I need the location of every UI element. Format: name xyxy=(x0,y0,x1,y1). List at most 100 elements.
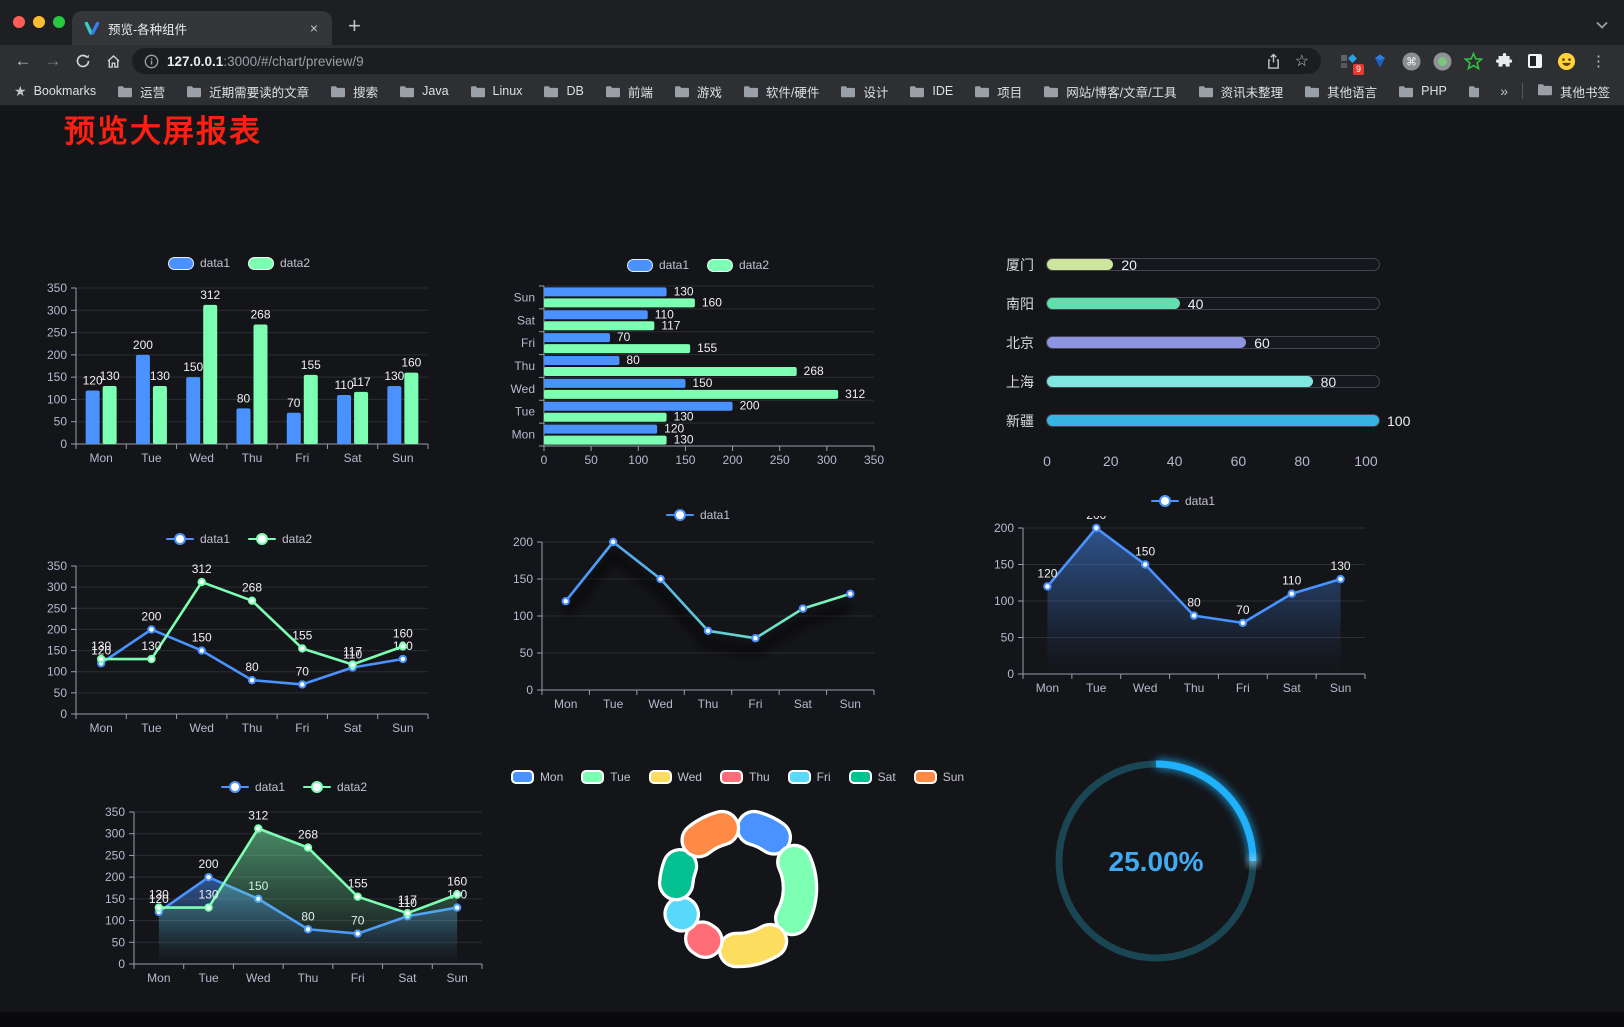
legend-item[interactable]: data1 xyxy=(165,532,230,546)
chart-horizontal-bar: data1 data2 0 50 100 150 200 250 300 350 Mon Tue Wed… xyxy=(498,256,898,472)
legend-label: Wed xyxy=(677,770,702,784)
folder-icon xyxy=(674,85,690,98)
svg-text:110: 110 xyxy=(398,896,417,910)
extension-contrast-icon[interactable] xyxy=(1525,51,1545,71)
progress-label: 厦门 xyxy=(1006,256,1034,273)
bookmark-folder[interactable]: PHP xyxy=(1398,82,1447,101)
svg-text:Sat: Sat xyxy=(517,313,536,327)
progress-track: 40 xyxy=(1046,296,1380,312)
svg-text:150: 150 xyxy=(47,644,67,658)
legend-item[interactable]: data2 xyxy=(248,532,312,546)
bookmark-folder[interactable]: 运营 xyxy=(117,82,165,101)
chart-progress-bars: 厦门 20 南阳 40 北京 60 上海 80 新疆 100 0 20 40 60 80 100 xyxy=(988,256,1410,498)
reload-button[interactable] xyxy=(68,48,98,74)
extension-command-icon[interactable]: ⌘ xyxy=(1401,51,1421,71)
tab-search-chevron-icon[interactable] xyxy=(1596,16,1608,34)
bookmark-folder-label: IDE xyxy=(932,84,954,98)
folder-icon xyxy=(186,85,202,98)
forward-button[interactable]: → xyxy=(44,51,62,70)
svg-text:Tue: Tue xyxy=(141,451,162,465)
bookmark-folder[interactable]: Java xyxy=(399,82,449,101)
legend-item[interactable]: data2 xyxy=(303,780,367,794)
legend-item[interactable]: data2 xyxy=(248,256,310,270)
bookmarks-overflow-chevron[interactable]: » xyxy=(1500,83,1508,99)
legend-swatch-icon xyxy=(719,770,743,784)
back-button[interactable]: ← xyxy=(14,51,32,70)
legend-item[interactable]: data1 xyxy=(167,256,230,270)
legend-item[interactable]: data1 xyxy=(220,780,285,794)
window-zoom-button[interactable] xyxy=(53,16,65,28)
legend-item[interactable]: Thu xyxy=(719,770,770,784)
legend-label: Sun xyxy=(942,770,965,784)
svg-text:0: 0 xyxy=(118,957,125,971)
bookmark-folder[interactable]: 软件/硬件 xyxy=(743,82,819,101)
legend-item[interactable]: data1 xyxy=(665,508,730,522)
svg-text:80: 80 xyxy=(626,353,640,367)
bookmarks-root[interactable]: ★ Bookmarks xyxy=(14,83,96,100)
extension-grid-badge-icon[interactable]: 9 xyxy=(1339,51,1364,75)
extension-dot-circle-icon[interactable] xyxy=(1432,51,1452,71)
bookmark-folder[interactable]: Linux xyxy=(470,82,522,101)
svg-text:150: 150 xyxy=(192,631,212,645)
legend-item[interactable]: data1 xyxy=(626,258,689,272)
svg-text:Mon: Mon xyxy=(1036,681,1059,695)
bookmarks-bar: ★ Bookmarks 运营 近期需要读的文章 搜索 Java Linux DB 前端 游戏 软… xyxy=(0,77,1624,106)
legend-item[interactable]: Wed xyxy=(648,770,702,784)
legend-label: data1 xyxy=(199,256,230,270)
bookmark-folder[interactable]: 游戏 xyxy=(674,82,722,101)
browser-tab[interactable]: 预览-各种组件 × xyxy=(72,11,332,45)
window-minimize-button[interactable] xyxy=(33,16,45,28)
svg-text:268: 268 xyxy=(298,828,318,842)
legend-item[interactable]: Fri xyxy=(787,770,831,784)
bookmark-folder[interactable]: IDE xyxy=(909,82,953,101)
extension-puzzle-icon[interactable] xyxy=(1494,51,1514,71)
bookmark-folder[interactable]: 文件服务器 xyxy=(1468,82,1480,101)
extension-gem-icon[interactable] xyxy=(1370,51,1390,71)
bookmark-folder[interactable]: 搜索 xyxy=(330,82,378,101)
svg-text:0: 0 xyxy=(60,437,67,451)
bookmark-folder[interactable]: 项目 xyxy=(974,82,1022,101)
bookmark-folder[interactable]: 设计 xyxy=(840,82,888,101)
legend-item[interactable]: Mon xyxy=(510,770,563,784)
svg-text:120: 120 xyxy=(149,892,169,906)
other-bookmarks[interactable]: 其他书签 xyxy=(1537,82,1610,101)
extension-emoji-icon[interactable] xyxy=(1556,51,1576,71)
legend-swatch-icon xyxy=(248,256,274,270)
bookmark-folder[interactable]: 前端 xyxy=(605,82,653,101)
bookmark-folder[interactable]: 网站/博客/文章/工具 xyxy=(1043,82,1177,101)
svg-text:Sun: Sun xyxy=(1330,681,1351,695)
share-icon[interactable] xyxy=(1266,52,1281,70)
svg-text:Wed: Wed xyxy=(1133,681,1157,695)
bookmark-folder[interactable]: 其他语言 xyxy=(1304,82,1377,101)
site-info-icon[interactable] xyxy=(144,54,159,69)
extension-star-icon[interactable] xyxy=(1463,51,1483,71)
progress-value: 40 xyxy=(1187,296,1204,312)
progress-value: 100 xyxy=(1387,413,1411,429)
svg-text:120: 120 xyxy=(1037,566,1057,580)
legend-item[interactable]: Sat xyxy=(848,770,896,784)
legend-item[interactable]: data1 xyxy=(1150,494,1215,508)
svg-text:Tue: Tue xyxy=(603,697,624,711)
bookmark-star-icon[interactable]: ☆ xyxy=(1294,53,1309,70)
svg-text:200: 200 xyxy=(141,609,161,623)
bookmark-folder[interactable]: 近期需要读的文章 xyxy=(186,82,309,101)
tab-close-icon[interactable]: × xyxy=(309,20,318,36)
legend-item[interactable]: Sun xyxy=(913,770,965,784)
home-button[interactable] xyxy=(98,48,128,74)
window-close-button[interactable] xyxy=(13,16,25,28)
legend-item[interactable]: Tue xyxy=(581,770,631,784)
axis-tick-label: 60 xyxy=(1230,453,1247,469)
browser-menu-icon[interactable]: ⋮ xyxy=(1591,53,1606,70)
progress-track: 100 xyxy=(1046,413,1410,429)
legend-item[interactable]: data2 xyxy=(707,258,769,272)
svg-text:150: 150 xyxy=(105,892,125,906)
bookmark-folder[interactable]: DB xyxy=(543,82,584,101)
legend-label: data2 xyxy=(739,258,770,272)
legend-label: data2 xyxy=(282,532,313,546)
svg-text:Wed: Wed xyxy=(648,697,672,711)
address-bar[interactable]: 127.0.0.1:3000/#/chart/preview/9 ☆ xyxy=(132,48,1321,74)
bookmark-folder[interactable]: 资讯未整理 xyxy=(1198,82,1283,101)
svg-text:50: 50 xyxy=(54,415,68,429)
new-tab-button[interactable]: + xyxy=(348,13,361,38)
url-host: 127.0.0.1 xyxy=(167,53,224,69)
